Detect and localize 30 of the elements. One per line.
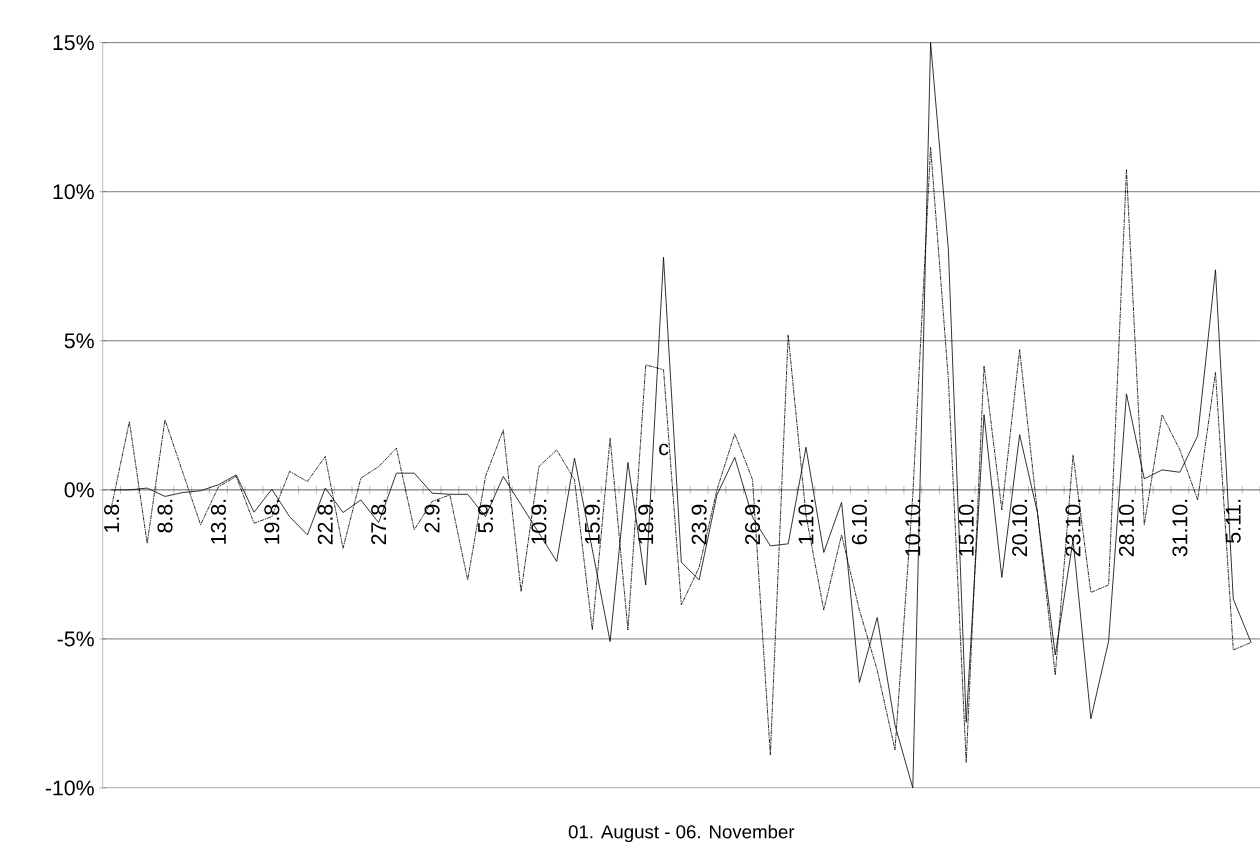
y-tick-label: 5% [64,333,94,349]
x-tick-label: 23.10. [1065,499,1081,557]
x-tick-label: 19.8. [264,499,280,544]
x-tick-label: 28.10. [1118,499,1135,557]
annotation: c [659,443,669,456]
x-tick-label: 10.10. [905,499,921,556]
x-tick-label: 18.9. [638,499,654,544]
x-tick-label: 15.10. [958,499,974,556]
x-tick-label: 1.10. [798,499,814,544]
x-tick-label: 13.8. [210,499,226,544]
x-tick-label: 5.11. [1225,499,1241,543]
y-tick-label: 15% [53,35,94,51]
x-tick-label: 15.9. [584,499,600,544]
x-tick-label: 20.10. [1012,499,1028,557]
x-tick-label: 6.10. [851,499,867,545]
y-tick-label: -5% [57,631,94,647]
y-tick-label: 10% [53,184,94,200]
x-tick-label: 26.9. [745,499,761,545]
x-tick-label: 23.9. [691,499,707,545]
y-tick-label: 0% [64,482,94,498]
x-axis-title: 01. August - 06. November [568,824,795,843]
x-tick-label: 10.9. [531,499,547,544]
x-tick-label: 27.8. [371,499,387,545]
x-tick-label: 2.9. [424,499,440,533]
y-tick-label: -10% [45,780,94,796]
x-tick-label: 1.8. [104,499,120,532]
x-tick-label: 8.8. [157,499,173,533]
x-tick-label: 31.10. [1172,499,1188,557]
x-tick-label: 22.8. [317,499,333,545]
x-tick-label: 5.9. [477,499,494,533]
